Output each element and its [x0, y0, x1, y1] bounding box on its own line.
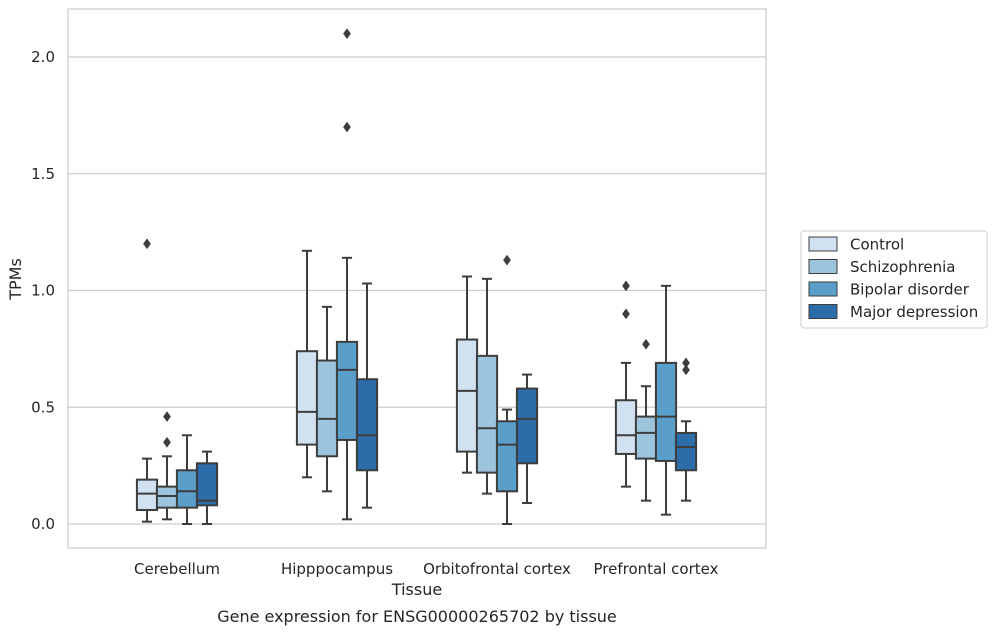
box: [495, 254, 519, 525]
box-body: [674, 431, 698, 472]
box-body: [455, 338, 479, 453]
box: [295, 249, 319, 479]
box: [155, 411, 179, 521]
box: [475, 277, 499, 495]
plot-area: [135, 28, 698, 525]
outlier-point: [503, 254, 511, 266]
x-tick-label: Hipppocampus: [281, 560, 393, 578]
box-body: [295, 350, 319, 446]
plot-frame: [67, 8, 767, 549]
box: [335, 28, 359, 521]
series-1: [155, 277, 658, 521]
box-body: [475, 354, 499, 474]
outlier-point: [682, 357, 690, 369]
box-body: [355, 378, 379, 472]
box-body: [195, 462, 219, 507]
y-tick-label: 2.0: [31, 48, 55, 66]
x-tick-label: Cerebellum: [134, 560, 220, 578]
legend-swatch: [808, 304, 838, 319]
y-tick-label: 0.5: [31, 398, 55, 416]
legend-label: Control: [850, 236, 904, 254]
box-body: [335, 340, 359, 441]
box: [355, 282, 379, 509]
y-tick-label: 1.0: [31, 282, 55, 300]
box: [315, 305, 339, 493]
box-body: [614, 399, 638, 455]
legend-label: Schizophrenia: [850, 258, 955, 276]
series-2: [175, 28, 678, 525]
box: [634, 338, 658, 502]
outlier-point: [343, 28, 351, 40]
outlier-point: [682, 364, 690, 376]
legend: Control Schizophrenia Bipolar disorder Majo…: [800, 230, 988, 329]
outlier-point: [642, 338, 650, 350]
chart-caption: Gene expression for ENSG00000265702 by t…: [217, 607, 617, 626]
grid-lines: [68, 56, 766, 525]
legend-swatch: [808, 259, 838, 274]
legend-swatch: [808, 236, 838, 252]
x-axis-title: Tissue: [391, 580, 442, 599]
outlier-point: [143, 238, 151, 250]
outlier-point: [163, 411, 171, 423]
legend-label: Major depression: [850, 303, 978, 321]
box: [674, 357, 698, 502]
box-body: [495, 420, 519, 493]
outlier-point: [163, 436, 171, 448]
box-body: [515, 387, 539, 465]
legend-label: Bipolar disorder: [850, 281, 970, 299]
box-body: [634, 415, 658, 460]
x-axis-ticks: Cerebellum Hipppocampus Orbitofrontal cort…: [134, 560, 719, 578]
y-axis-ticks: 0.0 0.5 1.0 1.5 2.0: [31, 48, 55, 533]
y-tick-label: 0.0: [31, 515, 55, 533]
box-body: [175, 469, 199, 509]
box: [135, 238, 159, 523]
legend-swatch: [808, 281, 838, 297]
box-body: [135, 478, 159, 511]
y-axis-title: TPMs: [6, 258, 25, 301]
box: [654, 284, 678, 516]
box: [195, 450, 219, 525]
x-tick-label: Prefrontal cortex: [594, 560, 719, 578]
legend-frame: [800, 230, 988, 329]
outlier-point: [622, 280, 630, 292]
box-body: [315, 359, 339, 458]
box: [515, 373, 539, 504]
box: [175, 434, 199, 525]
box-body: [155, 485, 179, 509]
x-tick-label: Orbitofrontal cortex: [423, 560, 571, 578]
outlier-point: [343, 121, 351, 133]
box: [455, 275, 479, 474]
series-3: [195, 282, 698, 525]
box-body: [654, 361, 678, 462]
outlier-point: [622, 308, 630, 320]
box: [614, 280, 638, 488]
y-tick-label: 1.5: [31, 165, 55, 183]
